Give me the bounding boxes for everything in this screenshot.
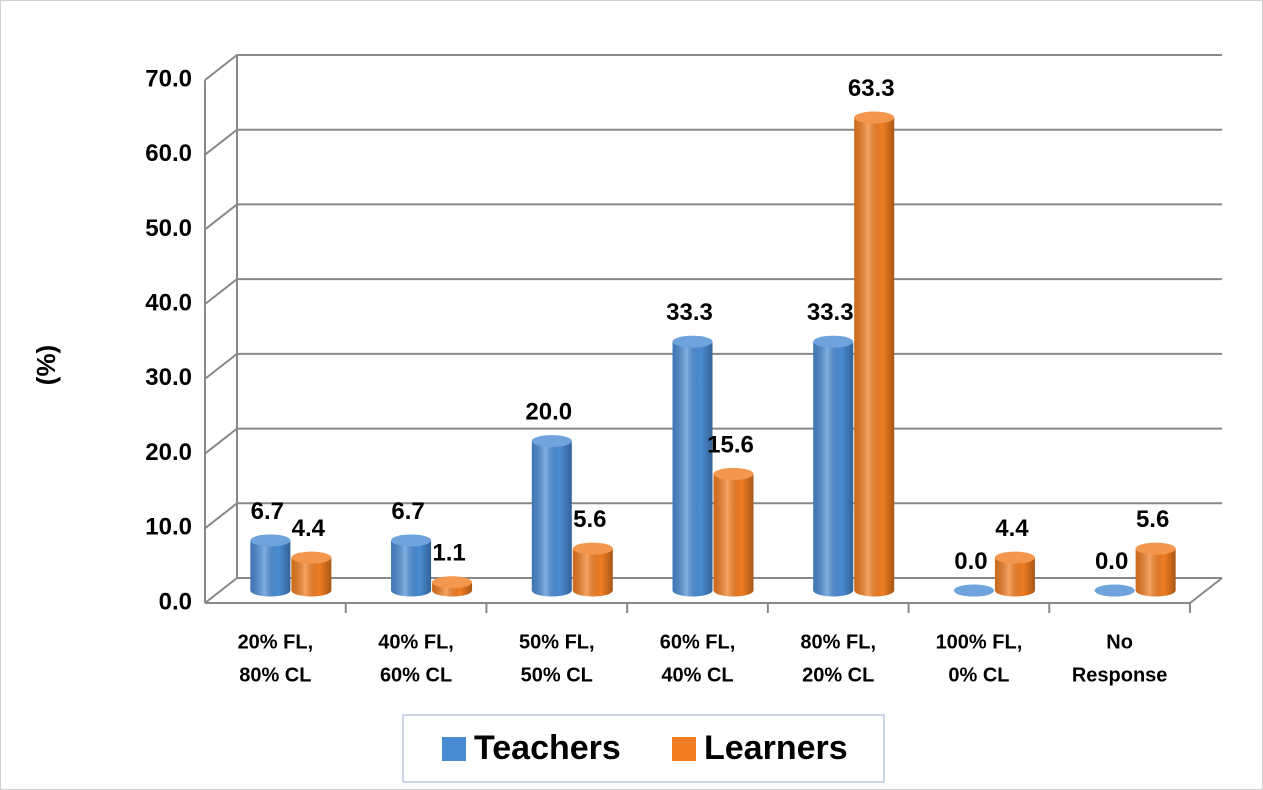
data-label: 1.1: [432, 540, 465, 567]
legend-label: Teachers: [474, 729, 621, 767]
x-tick-label: 100% FL,: [936, 631, 1023, 653]
bar-top: [432, 576, 473, 589]
bar-top: [1135, 542, 1176, 555]
bar: [713, 467, 754, 597]
bar: [531, 435, 572, 597]
bar-shade: [291, 557, 332, 597]
bar: [432, 576, 473, 597]
y-tick-label: 30.0: [145, 364, 192, 391]
y-tick-label: 60.0: [145, 140, 192, 167]
bar-top-highlight: [994, 551, 1035, 564]
data-label: 63.3: [848, 75, 895, 102]
x-tick-label: No: [1106, 631, 1133, 653]
bar-top: [713, 467, 754, 480]
bar-top: [994, 551, 1035, 564]
x-tick-label: 20% CL: [802, 664, 874, 686]
bar: [813, 335, 854, 597]
legend-box: [402, 714, 885, 783]
bar-top: [953, 584, 994, 597]
bar-shade: [672, 341, 713, 597]
bar-shade: [531, 441, 572, 597]
data-label: 5.6: [1136, 506, 1169, 533]
bar-top-highlight: [1094, 584, 1135, 597]
bar-shade: [250, 540, 291, 597]
bar-top-highlight: [672, 335, 713, 348]
x-tick-label: 50% CL: [521, 664, 593, 686]
y-tick-label: 70.0: [145, 65, 192, 92]
bar: [1135, 542, 1176, 597]
data-label: 0.0: [1095, 548, 1128, 575]
bar-top-highlight: [813, 335, 854, 348]
bar-top: [250, 534, 291, 547]
x-tick-label: 20% FL,: [238, 631, 314, 653]
bar-shade: [572, 548, 613, 597]
bar-top: [672, 335, 713, 348]
bar-top-highlight: [531, 435, 572, 448]
bar-top-highlight: [1135, 542, 1176, 555]
y-axis-label: (%): [31, 345, 61, 385]
x-tick-label: Response: [1072, 664, 1168, 686]
bar-top-highlight: [572, 542, 613, 555]
bar-top-highlight: [713, 467, 754, 480]
bar-top: [531, 435, 572, 448]
bar-top-highlight: [432, 576, 473, 589]
bar-top: [572, 542, 613, 555]
bar-shade: [854, 117, 895, 597]
data-label: 15.6: [707, 431, 754, 458]
bar: [572, 542, 613, 597]
bar: [391, 534, 432, 597]
bar-top-highlight: [291, 551, 332, 564]
bar: [250, 534, 291, 597]
bar: [994, 551, 1035, 597]
legend-swatch: [672, 737, 696, 761]
bar-shade: [1135, 548, 1176, 597]
x-tick-label: 0% CL: [948, 664, 1009, 686]
bar: [854, 111, 895, 597]
x-tick-label: 80% CL: [239, 664, 311, 686]
bar-top-highlight: [391, 534, 432, 547]
x-tick-label: 60% FL,: [660, 631, 736, 653]
y-tick-label: 10.0: [145, 514, 192, 541]
bar-top-highlight: [250, 534, 291, 547]
bar-top-highlight: [953, 584, 994, 597]
data-label: 33.3: [666, 299, 713, 326]
y-tick-label: 40.0: [145, 289, 192, 316]
bar-shade: [994, 557, 1035, 597]
bar: [672, 335, 713, 597]
data-label: 33.3: [807, 299, 854, 326]
legend-label: Learners: [704, 729, 848, 767]
x-tick-label: 50% FL,: [519, 631, 595, 653]
data-label: 0.0: [954, 548, 987, 575]
bar-top-highlight: [854, 111, 895, 124]
bar-top: [291, 551, 332, 564]
bar-top: [391, 534, 432, 547]
bar-shade: [391, 540, 432, 597]
bar-shade: [813, 341, 854, 597]
bar: [1094, 584, 1135, 597]
x-tick-label: 40% CL: [661, 664, 733, 686]
data-label: 6.7: [251, 498, 284, 525]
grid-line: [204, 54, 1222, 81]
bar: [291, 551, 332, 597]
bar-top: [1094, 584, 1135, 597]
data-label: 4.4: [995, 515, 1029, 542]
data-label: 5.6: [573, 506, 606, 533]
data-label: 4.4: [292, 515, 326, 542]
y-tick-label: 50.0: [145, 215, 192, 242]
x-tick-label: 80% FL,: [800, 631, 876, 653]
bar: [953, 584, 994, 597]
bar-top: [854, 111, 895, 124]
bar-shade: [713, 473, 754, 597]
data-label: 20.0: [525, 398, 572, 425]
y-tick-label: 20.0: [145, 439, 192, 466]
y-tick-label: 0.0: [159, 588, 192, 615]
x-tick-label: 40% FL,: [378, 631, 454, 653]
bar-top: [813, 335, 854, 348]
legend-swatch: [442, 737, 466, 761]
x-tick-label: 60% CL: [380, 664, 452, 686]
data-label: 6.7: [391, 498, 424, 525]
